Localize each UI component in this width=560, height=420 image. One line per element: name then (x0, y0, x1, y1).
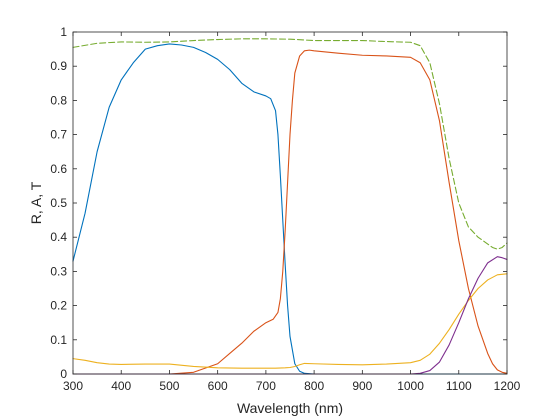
y-tick-label: 0 (60, 367, 67, 381)
y-tick-label: 0.5 (50, 196, 67, 210)
y-tick-label: 0.9 (50, 59, 67, 73)
y-tick-label: 0.3 (50, 264, 67, 278)
x-tick-label: 400 (111, 379, 131, 393)
x-tick-label: 900 (352, 379, 372, 393)
x-tick-label: 300 (63, 379, 83, 393)
x-ticks: 300 400 500 600 700 800 900 1000 1100 1200 (63, 32, 521, 393)
y-tick-label: 1 (60, 25, 67, 39)
y-tick-label: 0.7 (50, 128, 67, 142)
plot-area (73, 32, 507, 374)
y-ticks: 0 0.1 0.2 0.3 0.4 0.5 0.6 0.7 0.8 0.9 1 (50, 25, 507, 381)
series-layer (72, 38, 508, 375)
y-tick-label: 0.6 (50, 162, 67, 176)
series-line-1 (72, 43, 508, 375)
x-tick-label: 1100 (446, 379, 472, 393)
y-tick-label: 0.4 (50, 230, 67, 244)
series-line-3 (72, 273, 508, 369)
y-tick-label: 0.2 (50, 299, 67, 313)
x-tick-label: 600 (208, 379, 228, 393)
series-line-4 (72, 256, 508, 375)
x-tick-label: 500 (159, 379, 179, 393)
y-tick-label: 0.1 (50, 333, 67, 347)
y-axis-label: R, A, T (28, 181, 44, 224)
x-tick-label: 800 (304, 379, 324, 393)
x-tick-label: 1000 (397, 379, 424, 393)
x-axis-label: Wavelength (nm) (237, 400, 343, 416)
series-line-5 (72, 38, 508, 250)
x-tick-label: 1200 (494, 379, 521, 393)
x-tick-label: 700 (256, 379, 276, 393)
y-tick-label: 0.8 (50, 93, 67, 107)
series-line-2 (72, 49, 508, 375)
